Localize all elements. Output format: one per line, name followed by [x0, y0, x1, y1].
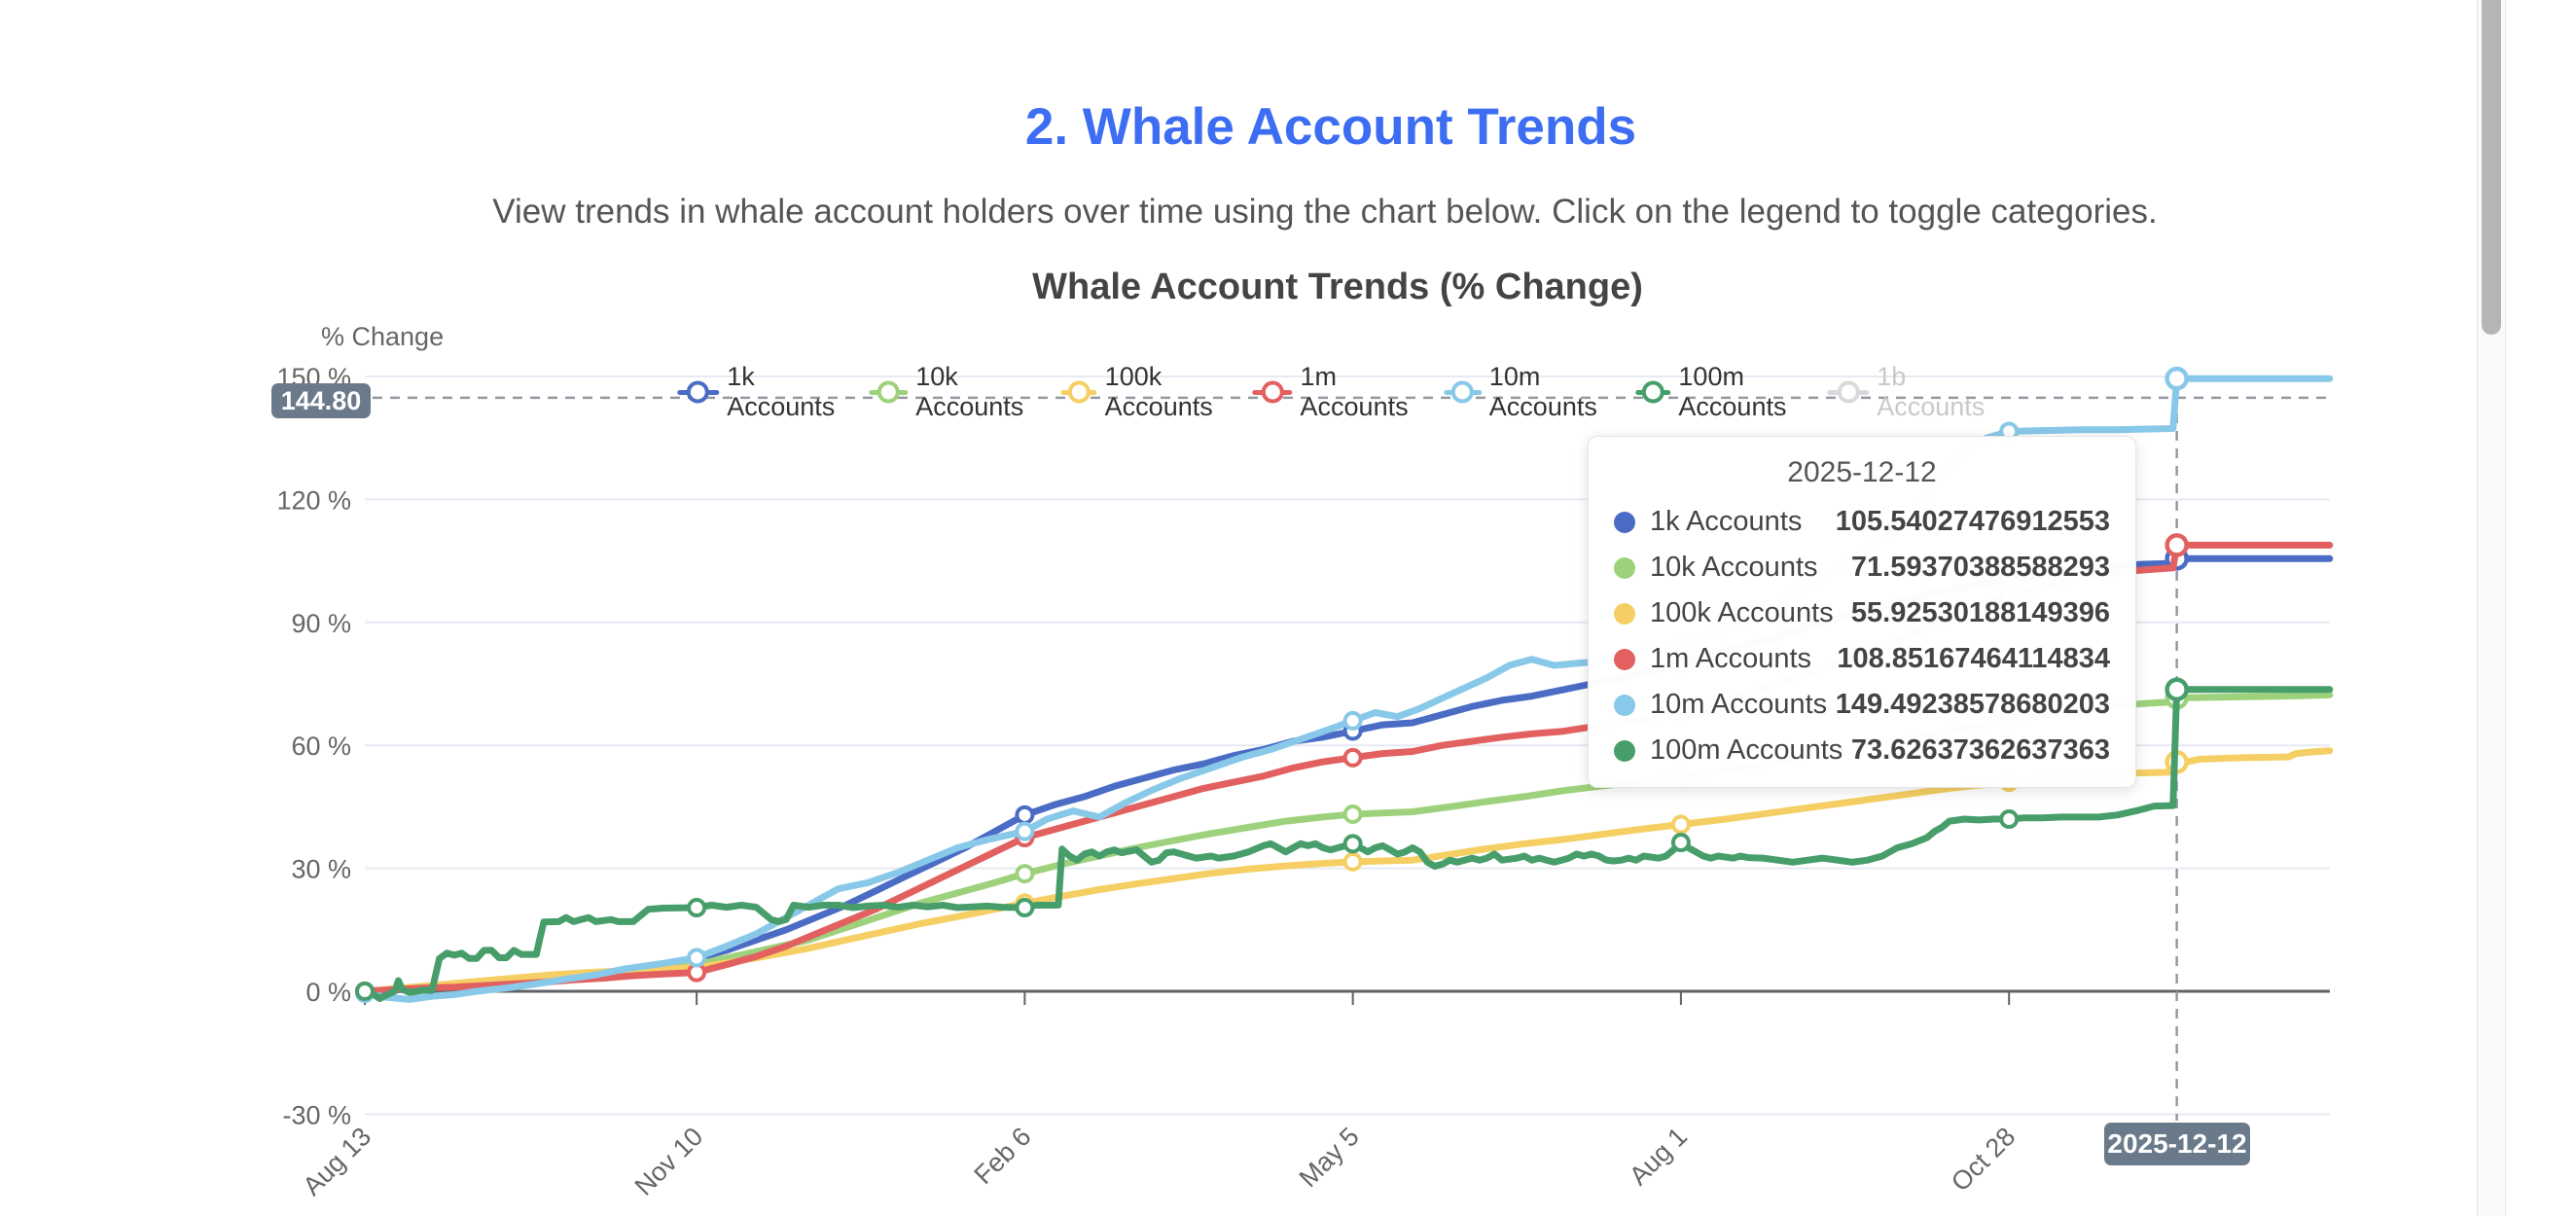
legend-point-icon — [1641, 380, 1664, 404]
legend-item-10m-accounts[interactable]: 10m Accounts — [1444, 362, 1611, 422]
series-point-1k-accounts — [1015, 805, 1035, 825]
tooltip-series-dot-icon — [1614, 648, 1635, 670]
legend-point-icon — [1067, 380, 1091, 404]
series-point-100m-accounts — [1342, 834, 1363, 854]
legend-item-1m-accounts[interactable]: 1m Accounts — [1252, 362, 1418, 422]
scrollbar-thumb[interactable] — [2482, 0, 2501, 335]
y-tick-label: 120 % — [276, 485, 351, 515]
crosshair-y-badge: 144.80 — [271, 383, 371, 418]
legend-marker-icon — [1252, 380, 1293, 404]
legend-label: 1b Accounts — [1877, 362, 1986, 421]
tooltip-series-value: 108.85167464114834 — [1837, 643, 2110, 674]
x-tick-label: Aug 1 — [1624, 1122, 1693, 1191]
series-point-10m-accounts — [1342, 710, 1363, 731]
y-tick-label: 90 % — [291, 609, 351, 638]
page-title: 2. Whale Account Trends — [1024, 98, 1637, 156]
tooltip-row: 100k Accounts 55.92530188149396 — [1614, 590, 2110, 636]
y-tick-label: -30 % — [282, 1100, 351, 1129]
x-tick-label: Oct 28 — [1946, 1122, 2021, 1197]
tooltip-row: 10m Accounts 149.49238578680203 — [1614, 682, 2110, 728]
tooltip-series-dot-icon — [1614, 602, 1635, 625]
series-point-100m-accounts — [1999, 809, 2020, 830]
tooltip-series-value: 105.54027476912553 — [1835, 506, 2110, 537]
tooltip-row: 100m Accounts 73.62637362637363 — [1614, 728, 2110, 773]
legend-point-icon — [1837, 380, 1860, 404]
y-tick-label: 0 % — [305, 978, 351, 1007]
legend-label: 10k Accounts — [915, 362, 1024, 421]
tooltip-series-dot-icon — [1614, 556, 1635, 579]
legend-item-10k-accounts[interactable]: 10k Accounts — [869, 362, 1035, 422]
series-point-10m-accounts — [1015, 821, 1035, 841]
tooltip-series-label: 1k Accounts — [1650, 506, 1803, 537]
series-point-100m-accounts — [2165, 677, 2189, 702]
scrollbar-track[interactable] — [2477, 0, 2506, 1216]
tooltip-row: 1k Accounts 105.54027476912553 — [1614, 499, 2110, 545]
legend-label: 100m Accounts — [1678, 362, 1787, 421]
legend-point-icon — [1451, 380, 1475, 404]
legend-label: 1m Accounts — [1300, 362, 1409, 421]
series-point-100m-accounts — [687, 898, 707, 918]
tooltip-series-dot-icon — [1614, 511, 1635, 533]
tooltip-row: 10k Accounts 71.59370388588293 — [1614, 545, 2110, 590]
tooltip-series-dot-icon — [1614, 694, 1635, 716]
series-point-100m-accounts — [1015, 898, 1035, 918]
series-point-100m-accounts — [355, 982, 375, 1001]
legend-label: 1k Accounts — [727, 362, 836, 421]
legend-marker-icon — [677, 380, 720, 404]
legend-marker-icon — [1060, 380, 1097, 404]
chart-tooltip: 2025-12-12 1k Accounts 105.54027476912553… — [1588, 436, 2136, 788]
x-tick-label: May 5 — [1294, 1122, 1365, 1193]
y-tick-label: 60 % — [291, 732, 351, 761]
chart-legend: 1k Accounts 10k Accounts 100k Accounts 1m A… — [677, 362, 1993, 422]
series-point-1m-accounts — [1342, 747, 1363, 768]
series-point-10m-accounts — [2165, 366, 2189, 391]
legend-marker-icon — [869, 380, 909, 404]
tooltip-series-dot-icon — [1614, 739, 1635, 762]
tooltip-series-value: 71.59370388588293 — [1850, 552, 2110, 583]
legend-point-icon — [877, 380, 900, 404]
legend-marker-icon — [1635, 380, 1671, 404]
legend-point-icon — [1261, 380, 1284, 404]
y-axis-title: % Change — [321, 322, 445, 351]
x-tick-label: Nov 10 — [629, 1122, 709, 1201]
series-point-100k-accounts — [1342, 851, 1363, 872]
page-subtitle: View trends in whale account holders ove… — [492, 193, 2158, 231]
series-point-10k-accounts — [1015, 864, 1035, 884]
tooltip-series-label: 10m Accounts — [1650, 689, 1828, 720]
legend-item-100m-accounts[interactable]: 100m Accounts — [1635, 362, 1803, 422]
legend-item-100k-accounts[interactable]: 100k Accounts — [1060, 362, 1227, 422]
series-point-100k-accounts — [1670, 814, 1691, 835]
tooltip-row: 1m Accounts 108.85167464114834 — [1614, 636, 2110, 682]
crosshair-x-badge: 2025-12-12 — [2104, 1123, 2250, 1165]
legend-label: 100k Accounts — [1104, 362, 1213, 421]
tooltip-rows: 1k Accounts 105.54027476912553 10k Account… — [1614, 499, 2110, 773]
tooltip-series-value: 149.49238578680203 — [1835, 689, 2110, 720]
y-tick-label: 30 % — [291, 855, 351, 884]
legend-item-1k-accounts[interactable]: 1k Accounts — [677, 362, 843, 422]
tooltip-series-label: 1m Accounts — [1650, 643, 1812, 674]
series-point-10k-accounts — [1342, 804, 1363, 824]
tooltip-series-label: 100m Accounts — [1650, 734, 1843, 766]
legend-label: 10m Accounts — [1488, 362, 1597, 421]
legend-item-1b-accounts[interactable]: 1b Accounts — [1827, 362, 1994, 422]
tooltip-series-value: 73.62637362637363 — [1850, 734, 2110, 766]
legend-marker-icon — [1444, 380, 1482, 404]
tooltip-series-label: 100k Accounts — [1650, 597, 1834, 628]
series-point-1m-accounts — [2165, 533, 2189, 557]
legend-marker-icon — [1827, 380, 1870, 404]
tooltip-date: 2025-12-12 — [1787, 456, 1937, 488]
tooltip-series-label: 10k Accounts — [1650, 552, 1818, 583]
legend-point-icon — [687, 380, 710, 404]
tooltip-series-value: 55.92530188149396 — [1850, 597, 2110, 628]
series-point-100m-accounts — [1670, 833, 1691, 853]
chart-title: Whale Account Trends (% Change) — [1032, 267, 1643, 307]
x-tick-label: Feb 6 — [969, 1122, 1037, 1190]
series-point-10m-accounts — [687, 948, 707, 968]
series-line-100m-accounts — [361, 686, 2334, 1003]
x-tick-label: Aug 13 — [298, 1122, 377, 1201]
